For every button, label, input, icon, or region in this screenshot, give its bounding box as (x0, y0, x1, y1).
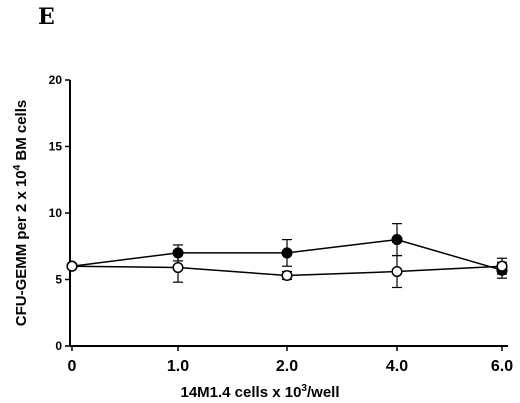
series-1-point-1 (172, 261, 184, 274)
panel-label: E (38, 4, 55, 30)
x-tick-label-3: 4.0 (386, 358, 408, 375)
x-tick-label-1: 1.0 (167, 358, 189, 375)
y-tick-label-4: 20 (49, 73, 63, 87)
y-axis-label-suffix: BM cells (13, 100, 30, 165)
x-axis-label-superscript: 3 (301, 383, 307, 394)
x-axis-label-text: 14M1.4 cells x 10 (180, 384, 301, 401)
y-tick-label-0: 0 (55, 339, 62, 353)
series-0-point-3 (391, 234, 403, 246)
series-1-point-3 (391, 265, 403, 278)
x-axis-label: 14M1.4 cells x 103/well (180, 383, 339, 401)
series-1 (66, 252, 508, 289)
x-tick-label-2: 2.0 (276, 358, 298, 375)
x-ticks: 0 1.0 2.0 4.0 6.0 (68, 346, 513, 375)
y-axis-label-superscript: 4 (12, 164, 23, 170)
series-layer (66, 223, 508, 289)
y-tick-label-3: 15 (49, 140, 63, 154)
y-axis-label: CFU-GEMM per 2 x 104 BM cells (12, 100, 30, 326)
series-0-point-2 (281, 247, 293, 259)
x-tick-label-4: 6.0 (491, 358, 513, 375)
y-tick-label-1: 5 (55, 273, 62, 287)
series-1-point-2 (281, 269, 293, 282)
x-tick-label-0: 0 (68, 358, 77, 375)
x-axis: 0 1.0 2.0 4.0 6.0 (68, 345, 513, 375)
x-axis-label-suffix: /well (307, 384, 340, 401)
y-axis: 0 5 10 15 20 (49, 73, 71, 353)
series-1-point-4 (496, 260, 508, 272)
y-axis-label-text: CFU-GEMM per 2 x 10 (13, 170, 30, 326)
y-ticks: 0 5 10 15 20 (49, 73, 70, 353)
y-tick-label-2: 10 (49, 206, 63, 220)
series-1-point-0 (66, 260, 78, 272)
